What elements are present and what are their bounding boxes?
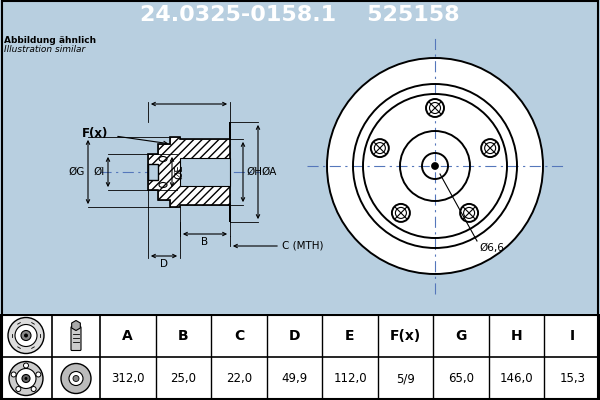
Text: 312,0: 312,0 <box>111 372 145 385</box>
Circle shape <box>426 99 444 117</box>
Circle shape <box>431 162 439 170</box>
Text: 5/9: 5/9 <box>396 372 415 385</box>
Text: ØI: ØI <box>94 167 105 177</box>
Text: E: E <box>345 328 355 342</box>
Text: 49,9: 49,9 <box>281 372 308 385</box>
Circle shape <box>16 368 36 388</box>
Text: 146,0: 146,0 <box>500 372 533 385</box>
Circle shape <box>9 362 43 396</box>
Text: 22,0: 22,0 <box>226 372 252 385</box>
Circle shape <box>31 386 36 392</box>
Circle shape <box>16 386 21 392</box>
Text: 24.0325-0158.1    525158: 24.0325-0158.1 525158 <box>140 5 460 25</box>
Text: 65,0: 65,0 <box>448 372 474 385</box>
Text: 15,3: 15,3 <box>559 372 585 385</box>
Circle shape <box>11 372 16 377</box>
Circle shape <box>61 364 91 394</box>
Circle shape <box>371 139 389 157</box>
Circle shape <box>22 374 30 382</box>
Circle shape <box>24 334 28 338</box>
Text: ØH: ØH <box>246 167 262 177</box>
Text: C (MTH): C (MTH) <box>282 241 323 251</box>
Circle shape <box>392 204 410 222</box>
Text: Ø6,6: Ø6,6 <box>479 243 504 253</box>
Polygon shape <box>71 320 80 330</box>
Text: ØG: ØG <box>68 167 85 177</box>
Circle shape <box>36 372 41 377</box>
Circle shape <box>25 377 28 380</box>
Text: Abbildung ähnlich: Abbildung ähnlich <box>4 36 96 45</box>
Polygon shape <box>148 122 230 222</box>
Text: D: D <box>289 328 300 342</box>
FancyBboxPatch shape <box>1 314 599 400</box>
Polygon shape <box>148 164 158 180</box>
Circle shape <box>73 376 79 382</box>
Text: ØA: ØA <box>261 167 277 177</box>
FancyBboxPatch shape <box>71 326 81 350</box>
Text: B: B <box>202 237 209 247</box>
Circle shape <box>327 58 543 274</box>
Text: F(x): F(x) <box>82 128 109 140</box>
Text: I: I <box>569 328 575 342</box>
Text: 112,0: 112,0 <box>333 372 367 385</box>
Text: C: C <box>234 328 244 342</box>
Circle shape <box>460 204 478 222</box>
Text: Illustration similar: Illustration similar <box>4 45 85 54</box>
Text: H: H <box>511 328 523 342</box>
Circle shape <box>69 372 83 386</box>
Text: 25,0: 25,0 <box>170 372 196 385</box>
Text: D: D <box>160 259 168 269</box>
Text: F(x): F(x) <box>390 328 421 342</box>
Circle shape <box>8 318 44 354</box>
Circle shape <box>21 330 31 340</box>
Text: ØE: ØE <box>174 165 184 179</box>
Circle shape <box>481 139 499 157</box>
Text: B: B <box>178 328 188 342</box>
Text: A: A <box>122 328 133 342</box>
Text: G: G <box>455 328 467 342</box>
Circle shape <box>23 363 29 368</box>
Circle shape <box>15 324 37 346</box>
Polygon shape <box>180 158 230 186</box>
